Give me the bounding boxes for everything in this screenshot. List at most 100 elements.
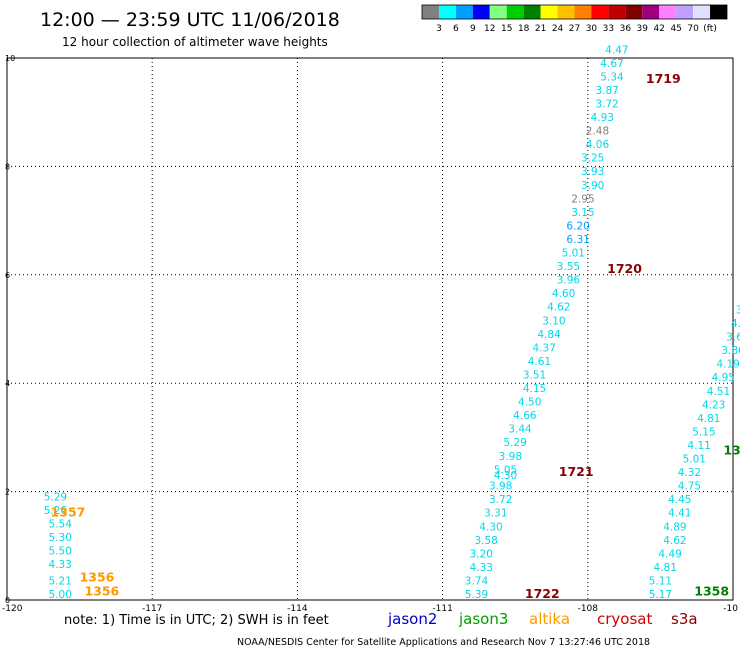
colorbar-swatch bbox=[659, 5, 677, 19]
wave-height-point: 3.60 bbox=[726, 332, 740, 344]
legend-entry-jason2: jason2 bbox=[387, 610, 437, 628]
satellite-legend: jason2 jason3 altika cryosat s3a bbox=[387, 610, 698, 628]
wave-height-point: 4.61 bbox=[528, 356, 551, 368]
colorbar-label: 18 bbox=[518, 24, 530, 34]
colorbar-label: 21 bbox=[535, 24, 546, 34]
colorbar-label: 9 bbox=[470, 24, 476, 34]
wave-height-point: 3.20 bbox=[470, 548, 493, 560]
colorbar-label: 27 bbox=[569, 24, 580, 34]
colorbar-swatch bbox=[540, 5, 558, 19]
colorbar-swatch bbox=[642, 5, 660, 19]
colorbar-label: (ft) bbox=[703, 24, 717, 34]
colorbar-label: 30 bbox=[586, 24, 598, 34]
wave-height-point: 5.01 bbox=[562, 248, 585, 260]
wave-height-point: 4.30 bbox=[494, 470, 517, 482]
y-tick-label: 0 bbox=[5, 596, 10, 605]
colorbar-label: 42 bbox=[653, 24, 664, 34]
pass-time-label: 1356 bbox=[84, 583, 119, 598]
wave-height-point: 5.05 bbox=[494, 464, 517, 476]
colorbar-label: 36 bbox=[620, 24, 632, 34]
legend-entry-altika: altika bbox=[529, 610, 570, 628]
wave-height-point: 5.11 bbox=[649, 575, 672, 587]
y-tick-label: 8 bbox=[5, 162, 10, 171]
legend-entry-s3a: s3a bbox=[671, 610, 698, 628]
wave-height-point: 5.29 bbox=[44, 491, 67, 503]
wave-height-point: 3.90 bbox=[581, 180, 604, 192]
wave-height-point: 5.00 bbox=[49, 589, 72, 601]
wave-height-point: 4.30 bbox=[479, 521, 502, 533]
x-tick-label: -117 bbox=[142, 604, 162, 614]
pass-time-label: 1719 bbox=[646, 71, 681, 86]
wave-height-point: 4.32 bbox=[678, 467, 701, 479]
x-tick-label: -10 bbox=[723, 604, 738, 614]
x-tick-label: -108 bbox=[578, 604, 599, 614]
x-tick-label: -114 bbox=[287, 604, 308, 614]
x-tick-label: -111 bbox=[432, 604, 452, 614]
colorbar-label: 12 bbox=[484, 24, 495, 34]
pass-time-label: 1358 bbox=[694, 583, 729, 598]
pass-time-label: 1720 bbox=[607, 261, 642, 276]
wave-height-point: 4.23 bbox=[702, 399, 725, 411]
wave-height-point: 4.62 bbox=[547, 302, 570, 314]
chart-subtitle: 12 hour collection of altimeter wave hei… bbox=[62, 35, 328, 49]
wave-height-point: 4.51 bbox=[707, 386, 730, 398]
wave-height-point: 4.89 bbox=[663, 521, 686, 533]
wave-height-point: 4.81 bbox=[654, 562, 677, 574]
wave-height-point: 3.25 bbox=[581, 153, 604, 165]
colorbar-swatch bbox=[506, 5, 524, 19]
wave-height-point: 4.37 bbox=[533, 342, 556, 354]
footer-note: note: 1) Time is in UTC; 2) SWH is in fe… bbox=[64, 613, 329, 628]
colorbar-label: 70 bbox=[687, 24, 699, 34]
wave-height-point: 4.15 bbox=[523, 383, 546, 395]
legend-entry-jason3: jason3 bbox=[458, 610, 508, 628]
wave-height-point: 5.01 bbox=[683, 454, 706, 466]
wave-height-point: 4.47 bbox=[605, 44, 628, 56]
wave-height-point: 4.75 bbox=[678, 481, 701, 493]
wave-height-point: 3.98 bbox=[489, 481, 512, 493]
colorbar-label: 3 bbox=[436, 24, 442, 34]
wave-height-point: 3.44 bbox=[508, 424, 532, 436]
colorbar-label: 24 bbox=[552, 24, 564, 34]
wave-height-point: 2.95 bbox=[571, 193, 594, 205]
wave-height-point: 3.58 bbox=[474, 535, 497, 547]
y-tick-label: 4 bbox=[5, 379, 10, 388]
colorbar-label: 45 bbox=[670, 24, 681, 34]
axis-tick-labels: -120 -117 -114 -111 -108 -10 0 2 4 6 8 10 bbox=[2, 54, 738, 614]
wave-height-point: 4.19 bbox=[716, 359, 739, 371]
wave-height-point: 4.33 bbox=[49, 559, 72, 571]
wave-height-point: 3.98 bbox=[499, 451, 522, 463]
wave-height-point: 4.62 bbox=[663, 535, 686, 547]
pass-time-label: 1722 bbox=[525, 586, 560, 601]
legend-entry-cryosat: cryosat bbox=[597, 610, 652, 628]
colorbar-swatch bbox=[523, 5, 541, 19]
wave-height-point: 4.50 bbox=[518, 397, 541, 409]
wave-height-point: 5.30 bbox=[49, 532, 72, 544]
wave-height-point: 6.20 bbox=[566, 220, 589, 232]
wave-height-point: 4.67 bbox=[600, 58, 623, 70]
wave-height-point: 3.31 bbox=[484, 508, 507, 520]
wave-height-point: 4.60 bbox=[552, 288, 575, 300]
colorbar-swatch bbox=[557, 5, 575, 19]
wave-height-point: 4.41 bbox=[668, 508, 691, 520]
x-tick-label: -120 bbox=[2, 604, 23, 614]
wave-height-point: 4.11 bbox=[687, 440, 710, 452]
wave-height-point: 4.33 bbox=[470, 562, 493, 574]
wave-height-point: 5.54 bbox=[49, 519, 73, 531]
wave-height-point: 4.93 bbox=[591, 112, 614, 124]
colorbar-frame bbox=[421, 4, 728, 20]
wave-height-point: 3.72 bbox=[489, 494, 512, 506]
colorbar-label: 33 bbox=[603, 24, 614, 34]
wave-height-point: 5.39 bbox=[465, 589, 488, 601]
colorbar-swatch bbox=[472, 5, 490, 19]
colorbar-swatch bbox=[693, 5, 711, 19]
wave-height-point: 5.17 bbox=[649, 589, 672, 601]
colorbar-swatch bbox=[710, 5, 727, 19]
y-tick-label: 10 bbox=[5, 54, 15, 63]
wave-height-point: 3.10 bbox=[542, 315, 565, 327]
wave-height-point: 5.50 bbox=[49, 546, 72, 558]
colorbar-swatch bbox=[422, 5, 439, 19]
wave-height-point: 3.96 bbox=[557, 275, 581, 287]
wave-height-point: 3.93 bbox=[581, 166, 604, 178]
